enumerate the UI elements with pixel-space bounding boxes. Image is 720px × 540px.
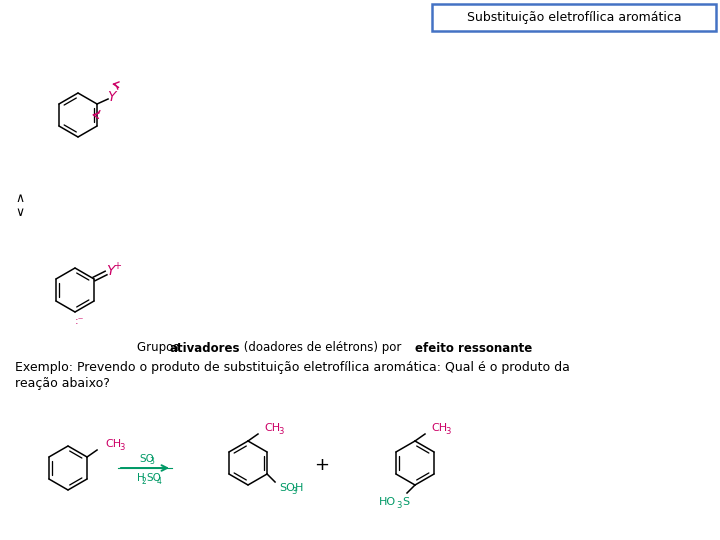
Text: +: +: [113, 261, 121, 271]
Text: Grupos: Grupos: [137, 341, 183, 354]
Text: CH: CH: [431, 423, 447, 433]
Text: 2: 2: [142, 476, 147, 485]
Text: ∨: ∨: [15, 206, 24, 219]
Text: S: S: [402, 497, 409, 507]
Text: SO: SO: [146, 473, 161, 483]
Text: CH: CH: [105, 439, 121, 449]
Text: SO: SO: [139, 454, 154, 464]
Text: 3: 3: [291, 487, 297, 496]
Text: 3: 3: [445, 427, 451, 435]
Text: Exemplo: Prevendo o produto de substituição eletrofílica aromática: Qual é o pro: Exemplo: Prevendo o produto de substitui…: [15, 361, 570, 375]
Text: SO: SO: [279, 483, 295, 493]
FancyBboxPatch shape: [432, 4, 716, 31]
Text: HO: HO: [379, 497, 396, 507]
Text: reação abaixo?: reação abaixo?: [15, 376, 110, 389]
Text: H: H: [137, 473, 145, 483]
Text: 3: 3: [278, 427, 284, 435]
Text: Y: Y: [107, 90, 115, 104]
Text: 3: 3: [119, 442, 125, 451]
Text: :⁻: :⁻: [74, 316, 84, 326]
Text: Substituição eletrofílica aromática: Substituição eletrofílica aromática: [467, 11, 681, 24]
Text: Y: Y: [106, 264, 114, 278]
Text: +: +: [315, 456, 330, 474]
Text: ∧: ∧: [15, 192, 24, 205]
Text: efeito ressonante: efeito ressonante: [415, 341, 532, 354]
Text: H: H: [295, 483, 303, 493]
Text: 4: 4: [157, 476, 162, 485]
Text: 3: 3: [396, 501, 401, 510]
Text: ativadores: ativadores: [170, 341, 240, 354]
Text: (doadores de elétrons) por: (doadores de elétrons) por: [240, 341, 405, 354]
Text: CH: CH: [264, 423, 280, 433]
Text: 3: 3: [149, 457, 154, 467]
